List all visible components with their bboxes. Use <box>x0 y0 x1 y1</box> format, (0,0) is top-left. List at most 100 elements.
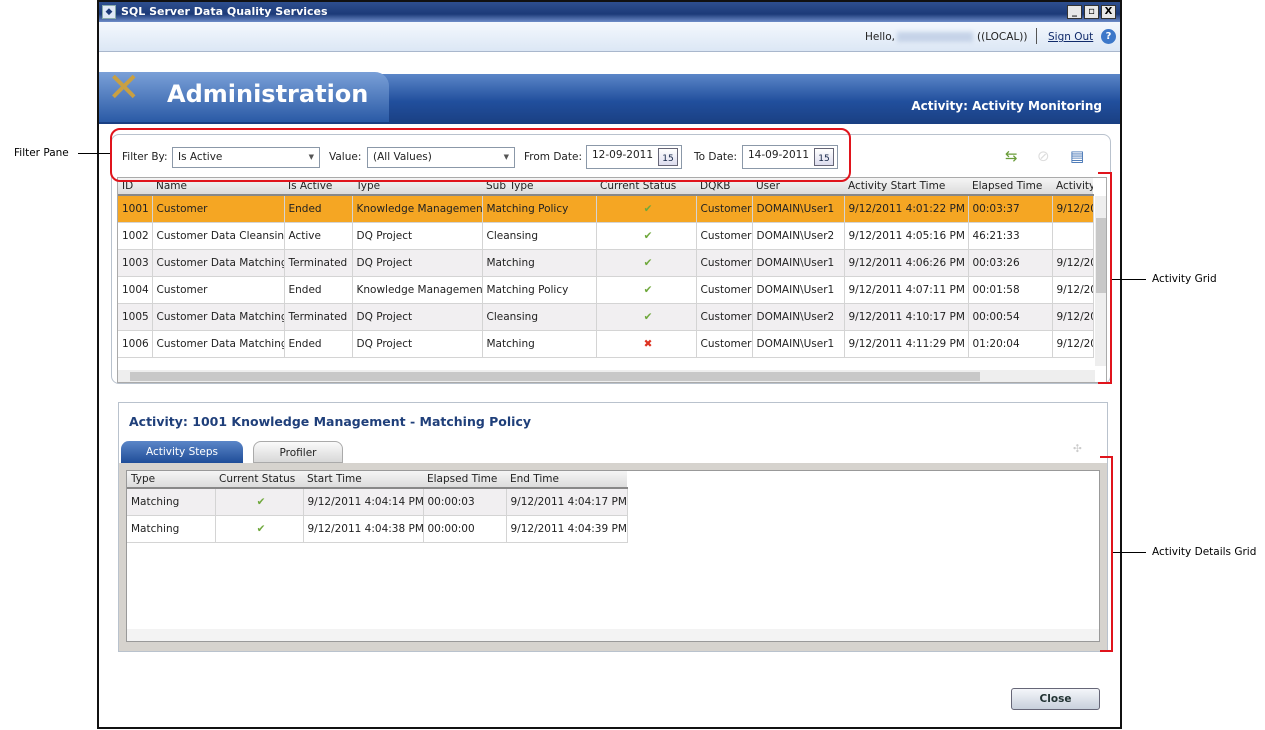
table-row[interactable]: 1005 Customer Data Matching Terminated DQ P… <box>118 303 1094 331</box>
tab-activity-steps[interactable]: Activity Steps <box>121 441 243 463</box>
column-header: Activity Start Time <box>844 178 968 196</box>
chevron-down-icon: ▼ <box>308 153 314 161</box>
export-icon[interactable]: ▤ <box>1070 147 1085 165</box>
table-cell: 9/12/2011 4:01:22 PM <box>844 195 969 223</box>
minimize-button[interactable]: _ <box>1067 5 1082 19</box>
user-bar: Hello, ((LOCAL)) Sign Out ? <box>99 22 1120 52</box>
table-row[interactable]: 1004 Customer Ended Knowledge Management Mat… <box>118 276 1094 304</box>
table-cell: 1002 <box>118 222 153 250</box>
activity-grid-label: Activity Grid <box>1152 273 1217 285</box>
column-header: User <box>752 178 844 196</box>
page-title: Administration <box>167 80 369 108</box>
help-icon[interactable]: ? <box>1101 29 1116 44</box>
username-blurred <box>897 32 973 42</box>
table-cell: Customer <box>696 195 753 223</box>
table-cell: 00:00:54 <box>968 303 1053 331</box>
activity-panel: Filter By: Is Active ▼ Value: (All Values… <box>111 134 1111 384</box>
filter-pane-highlight <box>110 128 851 182</box>
chevron-down-icon: ▼ <box>503 153 509 161</box>
table-cell: Matching Policy <box>482 276 597 304</box>
terminate-icon[interactable]: ⊘ <box>1037 147 1050 165</box>
table-cell: 9/12/2011 4:04:39 PM <box>506 515 628 543</box>
column-header: Current Status <box>596 178 696 196</box>
title-bar: ◆ SQL Server Data Quality Services _ ▫ X <box>99 2 1120 22</box>
tab-profiler[interactable]: Profiler <box>253 441 343 463</box>
annotation-line <box>1112 279 1146 280</box>
table-row[interactable]: 1001 Customer Ended Knowledge Management Mat… <box>118 195 1094 223</box>
table-cell: 00:03:26 <box>968 249 1053 277</box>
check-icon: ✔ <box>596 249 697 277</box>
sign-out-link[interactable]: Sign Out <box>1048 31 1094 43</box>
table-row[interactable]: 1002 Customer Data Cleansing Active DQ Proj… <box>118 222 1094 250</box>
table-cell: Customer <box>152 195 285 223</box>
value-dropdown[interactable]: (All Values) ▼ <box>367 147 515 168</box>
horizontal-scrollbar[interactable] <box>118 370 1095 382</box>
table-cell: 9/12/2011 4:11:29 PM <box>844 330 969 358</box>
check-icon: ✔ <box>596 303 697 331</box>
table-cell: Active <box>284 222 353 250</box>
to-date-value: 14-09-2011 <box>748 149 810 161</box>
from-date-label: From Date: <box>524 151 582 163</box>
table-cell: 9/12/20 <box>1052 195 1094 223</box>
table-cell: Customer <box>696 276 753 304</box>
table-row[interactable]: 1006 Customer Data Matching Ended DQ Projec… <box>118 330 1094 358</box>
table-cell: Matching <box>127 488 216 516</box>
table-cell: Terminated <box>284 303 353 331</box>
table-cell: 9/12/2011 4:10:17 PM <box>844 303 969 331</box>
scroll-thumb[interactable] <box>1096 218 1106 293</box>
table-cell: 9/12/20 <box>1052 249 1094 277</box>
table-cell: Customer Data Matching <box>152 330 285 358</box>
activity-details-grid: Type Current Status Start Time Elapsed Time… <box>119 463 1107 651</box>
vertical-scrollbar[interactable] <box>1095 196 1106 366</box>
check-icon: ✔ <box>215 515 304 543</box>
restore-button[interactable]: ▫ <box>1084 5 1099 19</box>
scroll-thumb[interactable] <box>130 372 980 381</box>
table-row[interactable]: Matching ✔ 9/12/2011 4:04:38 PM 00:00:00 9/1… <box>127 515 628 543</box>
close-button[interactable]: Close <box>1011 688 1100 710</box>
calendar-icon[interactable]: 15 <box>814 148 834 166</box>
table-cell: DQ Project <box>352 222 483 250</box>
hello-label: Hello, <box>865 31 895 43</box>
from-date-input[interactable]: 12-09-2011 15 <box>586 145 682 169</box>
calendar-icon[interactable]: 15 <box>658 148 678 166</box>
table-row[interactable]: 1003 Customer Data Matching Terminated DQ P… <box>118 249 1094 277</box>
table-cell: 1005 <box>118 303 153 331</box>
page-subtitle: Activity: Activity Monitoring <box>911 99 1102 113</box>
filter-pane-label: Filter Pane <box>14 147 69 159</box>
horizontal-scrollbar[interactable] <box>127 629 1099 641</box>
banner-tab <box>99 72 389 122</box>
table-row[interactable]: Matching ✔ 9/12/2011 4:04:14 PM 00:00:03 9/1… <box>127 488 628 516</box>
refresh-icon[interactable]: ⇆ <box>1005 147 1018 165</box>
table-cell: 01:20:04 <box>968 330 1053 358</box>
table-cell: Terminated <box>284 249 353 277</box>
activity-heading: Activity: 1001 Knowledge Management - Ma… <box>129 414 532 429</box>
table-cell: 9/12/20 <box>1052 303 1094 331</box>
column-header: Start Time <box>303 471 423 489</box>
table-cell: Cleansing <box>482 303 597 331</box>
table-cell: 9/12/2011 4:04:17 PM <box>506 488 628 516</box>
column-header: Name <box>152 178 284 196</box>
table-cell: DOMAIN\User1 <box>752 195 845 223</box>
table-cell: 1003 <box>118 249 153 277</box>
table-cell: Knowledge Management <box>352 276 483 304</box>
close-window-button[interactable]: X <box>1101 5 1116 19</box>
activity-details-grid-label: Activity Details Grid <box>1152 546 1257 558</box>
table-cell: 9/12/20 <box>1052 330 1094 358</box>
annotation-line <box>1113 552 1146 553</box>
column-header: End Time <box>506 471 627 489</box>
table-cell: 1004 <box>118 276 153 304</box>
activity-details-panel: Activity: 1001 Knowledge Management - Ma… <box>118 402 1108 652</box>
filter-by-dropdown[interactable]: Is Active ▼ <box>172 147 320 168</box>
column-header: Current Status <box>215 471 303 489</box>
table-cell: 9/12/2011 4:06:26 PM <box>844 249 969 277</box>
table-cell: 9/12/20 <box>1052 276 1094 304</box>
table-cell: Ended <box>284 195 353 223</box>
table-cell: Customer <box>696 249 753 277</box>
table-cell: 9/12/2011 4:04:14 PM <box>303 488 424 516</box>
table-cell: Customer Data Cleansing <box>152 222 285 250</box>
table-cell: 9/12/2011 4:04:38 PM <box>303 515 424 543</box>
check-icon: ✔ <box>596 222 697 250</box>
annotation-line <box>78 153 110 154</box>
table-cell: 1001 <box>118 195 153 223</box>
to-date-input[interactable]: 14-09-2011 15 <box>742 145 838 169</box>
